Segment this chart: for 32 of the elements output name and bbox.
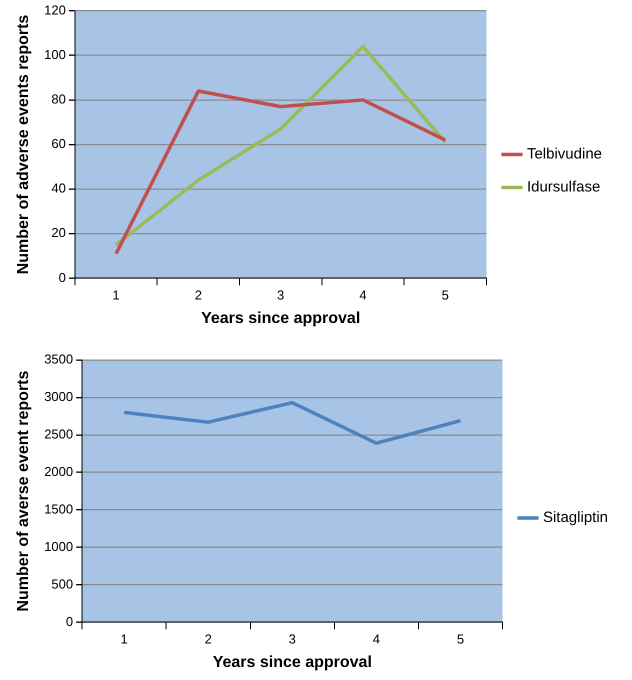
y-tick-label: 1500 (44, 501, 74, 516)
x-tick-label: 4 (359, 288, 367, 303)
y-tick-label: 0 (66, 614, 74, 629)
x-axis-title: Years since approval (212, 654, 372, 671)
y-tick-label: 1000 (44, 538, 74, 554)
legend-label: Idursulfase (526, 178, 600, 196)
x-tick-label: 5 (442, 288, 449, 303)
y-tick-label: 0 (58, 270, 66, 285)
x-tick-label: 5 (456, 632, 464, 647)
y-tick-label: 2000 (44, 464, 74, 479)
x-tick-label: 2 (194, 288, 202, 303)
x-tick-label: 4 (372, 632, 380, 647)
x-tick-label: 1 (112, 288, 120, 303)
y-tick-label: 3000 (44, 389, 74, 404)
legend-label: Sitagliptin (542, 509, 608, 526)
y-tick-label: 100 (44, 46, 66, 62)
y-tick-label: 120 (44, 2, 66, 18)
y-tick-label: 500 (51, 576, 74, 592)
y-tick-label: 3500 (44, 352, 74, 367)
y-tick-label: 80 (51, 92, 66, 107)
x-tick-label: 1 (120, 632, 128, 647)
y-axis-title: Number of adverse events reports (15, 14, 32, 274)
legend-label: Telbivudine (526, 146, 602, 163)
y-tick-label: 20 (51, 225, 66, 240)
y-tick-label: 40 (51, 180, 66, 196)
x-tick-label: 2 (204, 632, 212, 647)
x-axis-title: Years since approval (201, 310, 360, 327)
x-tick-label: 3 (288, 632, 296, 647)
y-axis-title: Number of averse event reports (15, 370, 32, 612)
x-tick-label: 3 (277, 288, 284, 303)
y-tick-label: 2500 (44, 426, 74, 442)
y-tick-label: 60 (51, 136, 66, 152)
